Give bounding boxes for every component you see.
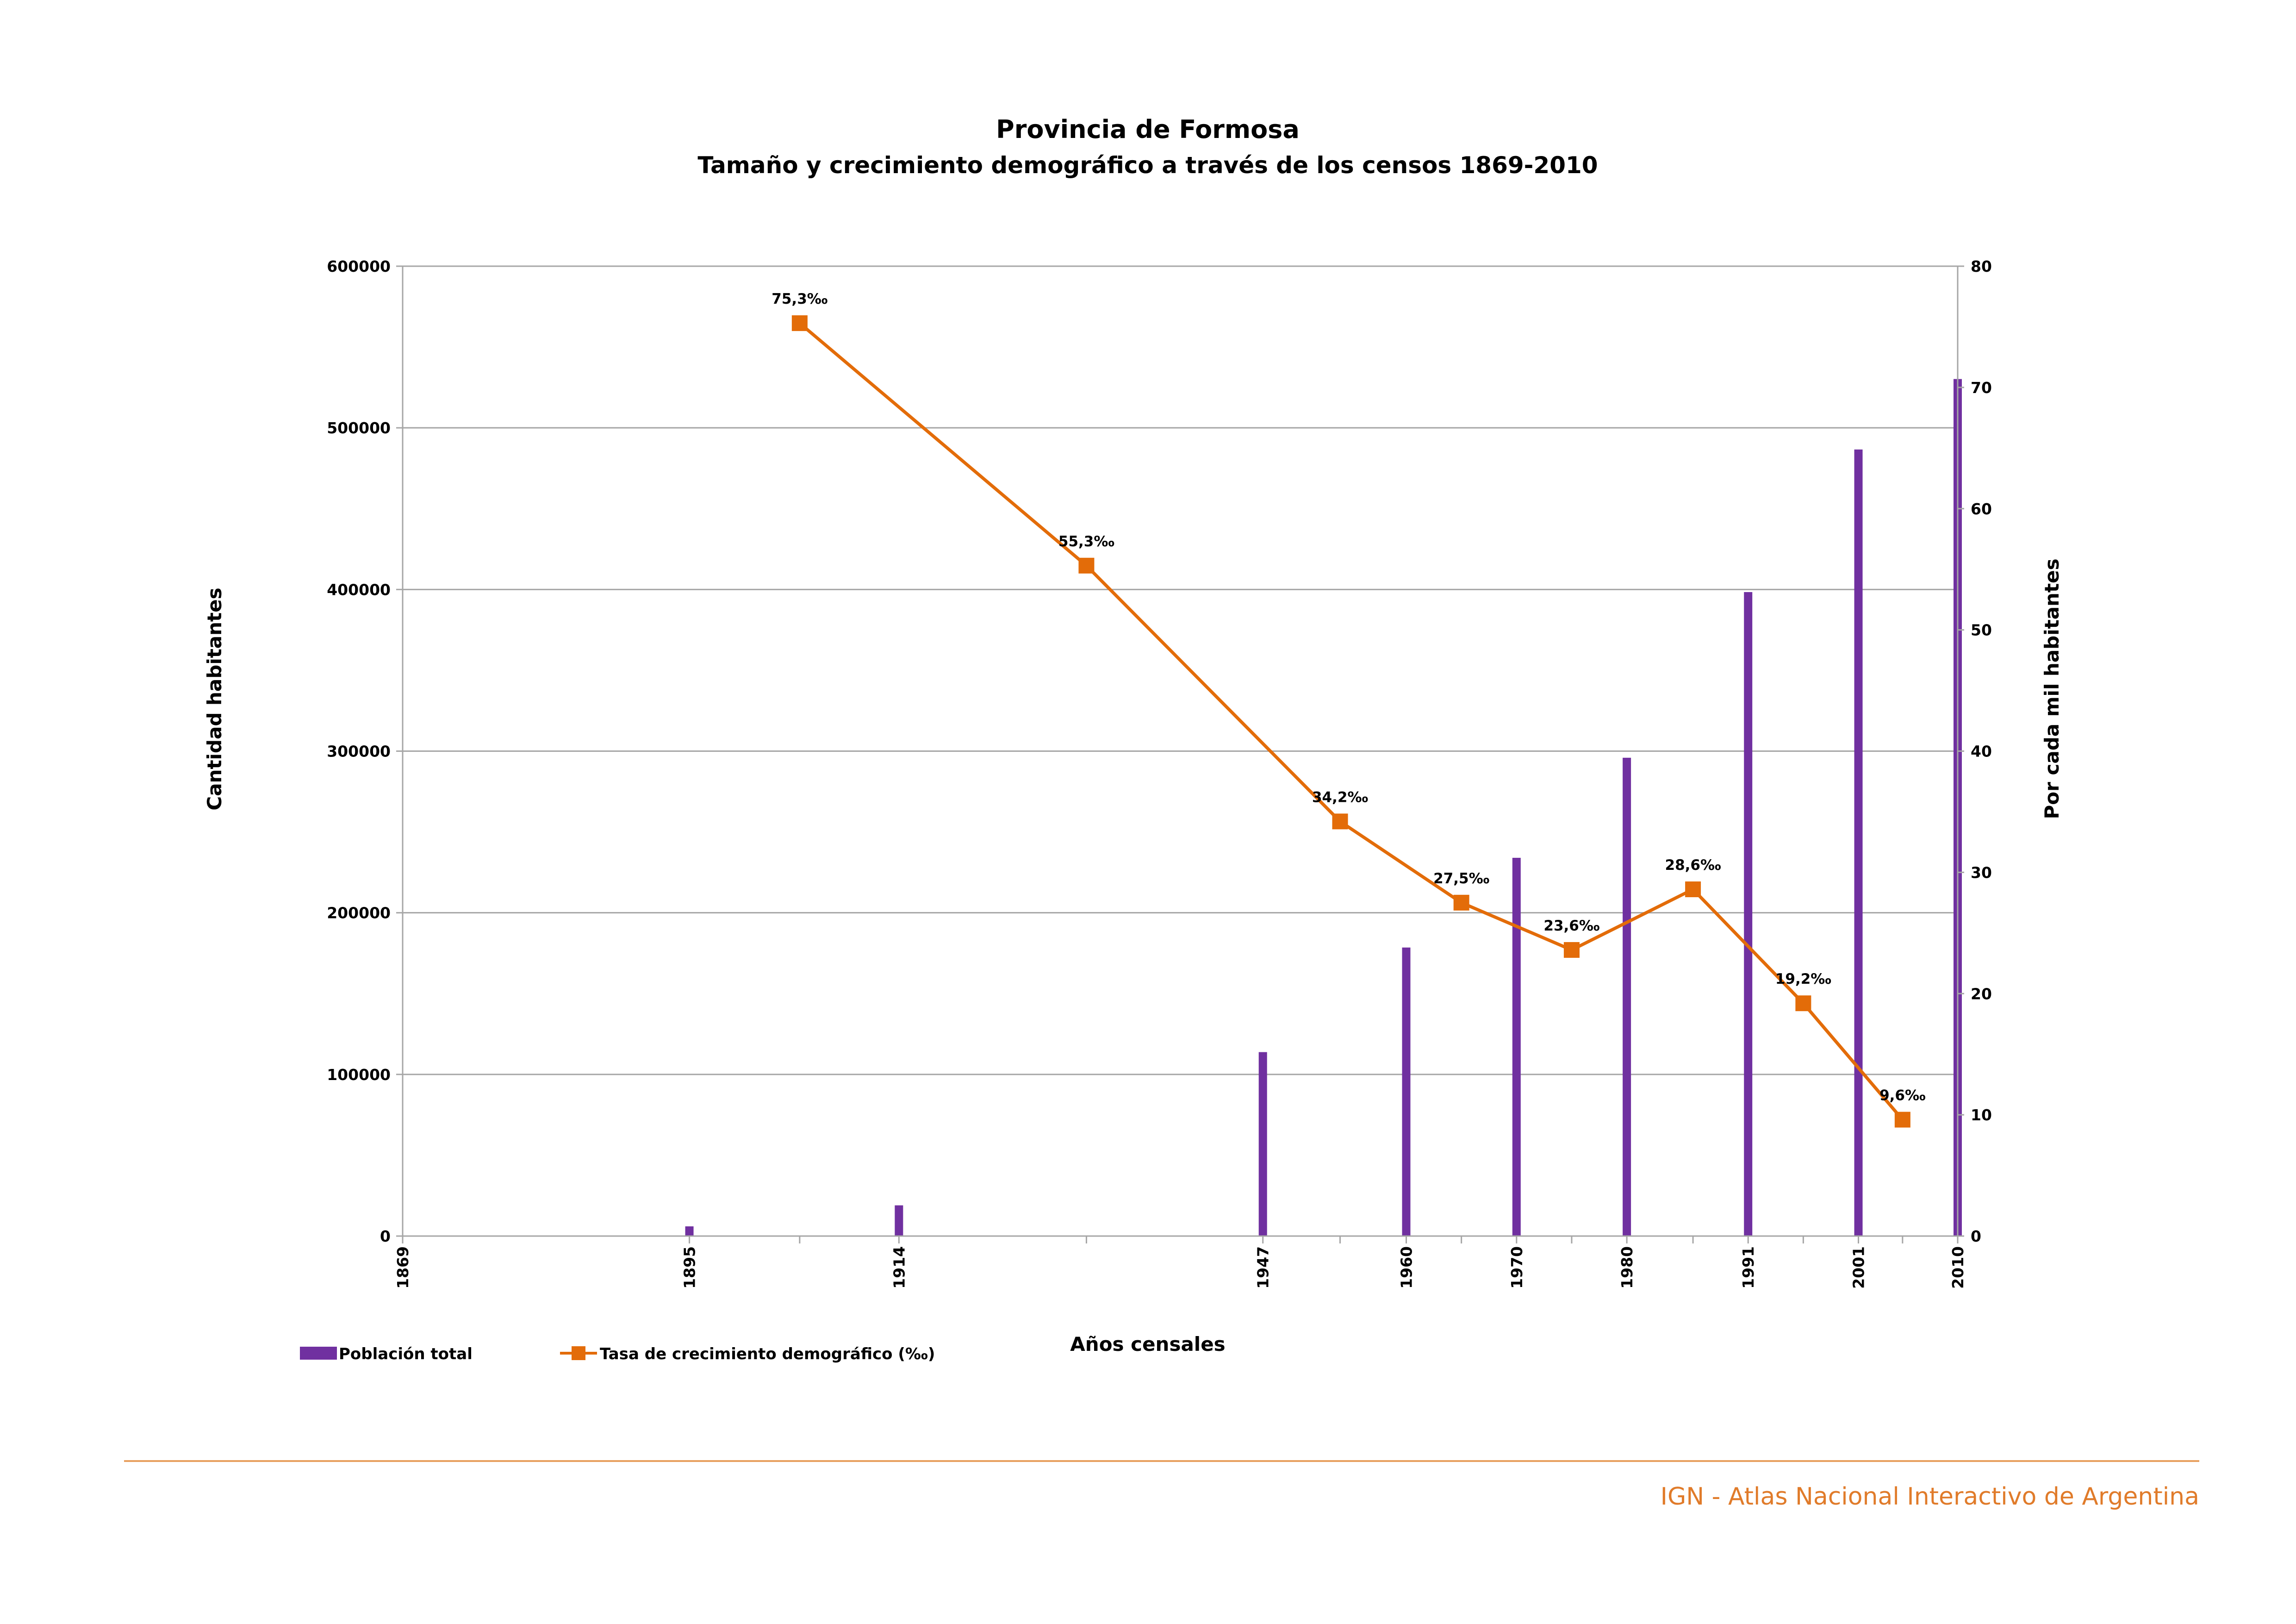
growth-rate-label: 19,2‰ [1775, 971, 1831, 987]
growth-rate-label: 75,3‰ [772, 291, 828, 307]
y2-tick-label: 50 [1971, 621, 1992, 639]
growth-rate-marker [1332, 813, 1348, 830]
population-bar [1744, 592, 1753, 1236]
left-axis-ticks: 0 100000 200000 300000 400000 500000 600000 [327, 257, 403, 1245]
growth-rate-marker [1795, 995, 1811, 1012]
y-tick-label: 200000 [327, 904, 391, 922]
population-bar [895, 1205, 903, 1236]
y2-tick-label: 10 [1971, 1106, 1992, 1124]
y-axis-title: Cantidad habitantes [203, 587, 226, 810]
y2-tick-label: 40 [1971, 743, 1992, 761]
footer-credit: IGN - Atlas Nacional Interactivo de Arge… [1661, 1483, 2199, 1511]
legend-swatch-bars [300, 1347, 337, 1360]
chart-title: Provincia de Formosa [996, 115, 1300, 144]
y2-tick-label: 80 [1971, 257, 1992, 275]
growth-rate-marker [1894, 1112, 1910, 1128]
x-axis-ticks: 1869 1895 1914 1947 1960 1970 1980 1991 2001 2010 [394, 1236, 1967, 1289]
population-bar [1402, 947, 1411, 1236]
growth-rate-label: 27,5‰ [1433, 870, 1489, 887]
x-tick-label: 2001 [1850, 1246, 1868, 1289]
gridlines [403, 265, 1958, 1237]
x-tick-label: 1895 [681, 1246, 699, 1289]
y-tick-label: 0 [380, 1227, 391, 1245]
y2-tick-label: 20 [1971, 985, 1992, 1003]
growth-rate-marker [1685, 881, 1701, 898]
y-tick-label: 100000 [327, 1066, 391, 1084]
growth-rate-label: 9,6‰ [1879, 1087, 1926, 1104]
x-tick-label: 1914 [890, 1246, 908, 1289]
x-tick-label: 1991 [1739, 1246, 1757, 1289]
growth-rate-marker [1563, 942, 1580, 958]
growth-rate-marker [791, 315, 808, 331]
x-tick-label: 1947 [1254, 1246, 1272, 1289]
right-axis-ticks: 0 10 20 30 40 50 60 70 80 [1958, 257, 1992, 1245]
y2-tick-label: 30 [1971, 863, 1992, 881]
y2-tick-label: 60 [1971, 500, 1992, 518]
population-bar [1512, 857, 1521, 1236]
x-tick-label: 2010 [1949, 1246, 1967, 1289]
y2-tick-label: 0 [1971, 1227, 1981, 1245]
x-axis-title: Años censales [1070, 1333, 1225, 1355]
x-tick-label: 1980 [1618, 1246, 1636, 1289]
x-tick-label: 1869 [394, 1246, 412, 1289]
x-tick-label: 1970 [1508, 1246, 1526, 1289]
population-bars [685, 379, 1962, 1237]
population-bar [1623, 757, 1631, 1236]
growth-rate-label: 28,6‰ [1665, 857, 1721, 874]
growth-rate-marker [1453, 894, 1469, 911]
population-bar [1258, 1052, 1267, 1236]
growth-rate-label: 23,6‰ [1543, 918, 1599, 934]
growth-rate-label: 34,2‰ [1312, 789, 1368, 806]
y-tick-label: 500000 [327, 419, 391, 437]
growth-rate-line: 75,3‰ 55,3‰ 34,2‰ 27,5‰ 23,6‰ 28,6‰ 19,2‰ 9,6‰ [772, 291, 1926, 1128]
growth-rate-polyline [798, 322, 1904, 1121]
chart-subtitle: Tamaño y crecimiento demográfico a travé… [697, 152, 1598, 179]
growth-rate-marker [1078, 557, 1095, 574]
x-tick-label: 1960 [1398, 1246, 1416, 1289]
population-bar [685, 1226, 694, 1236]
legend-label-bars: Población total [339, 1345, 473, 1363]
legend: Población total Tasa de crecimiento demo… [300, 1345, 935, 1363]
legend-swatch-marker [572, 1346, 585, 1360]
legend-label-line: Tasa de crecimiento demográfico (‰) [600, 1345, 935, 1363]
population-bar [1854, 449, 1863, 1236]
y-tick-label: 400000 [327, 581, 391, 599]
y2-axis-title: Por cada mil habitantes [2041, 558, 2063, 819]
y-tick-label: 300000 [327, 743, 391, 761]
y2-tick-label: 70 [1971, 379, 1992, 397]
y-tick-label: 600000 [327, 257, 391, 275]
growth-rate-label: 55,3‰ [1058, 533, 1114, 550]
